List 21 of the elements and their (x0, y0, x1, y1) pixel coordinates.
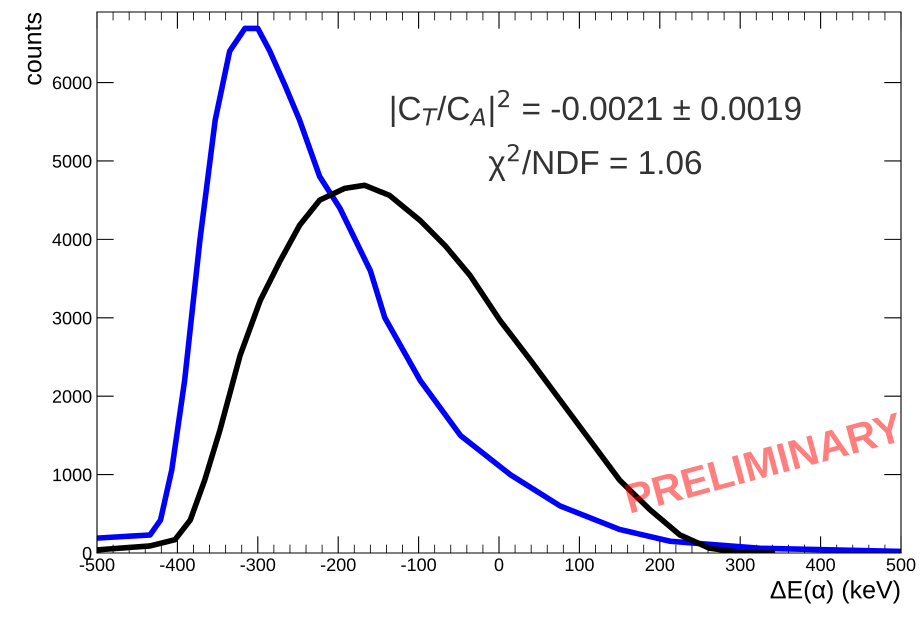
x-axis-title: ΔE(α) (keV) (770, 580, 900, 604)
y-axis-title: counts (25, 12, 42, 85)
x-tick-label: -400 (160, 558, 195, 572)
y-tick-label: 5000 (52, 154, 92, 168)
y-tick-label: 2000 (52, 390, 92, 403)
x-tick-label: -500 (80, 558, 114, 572)
x-tick-label: 400 (806, 558, 835, 572)
x-tick-label: 300 (726, 558, 755, 572)
x-tick-label: 200 (646, 558, 674, 572)
y-tick-label: 3000 (52, 312, 92, 325)
y-tick-label: 1000 (53, 468, 92, 482)
annotation: |C$_{T}$/C$_{A}$|$^{2}$ = -0.0021 ± 0.0019 (392, 90, 801, 128)
x-tick-label: 0 (494, 558, 504, 572)
x-tick-label: -300 (240, 558, 276, 572)
y-tick-label: 6000 (52, 76, 92, 90)
y-tick-label: 4000 (52, 233, 92, 246)
x-tick-label: 100 (566, 558, 594, 572)
x-tick-label: -200 (320, 558, 356, 572)
x-tick-label: -100 (401, 558, 436, 572)
x-tick-label: 500 (886, 558, 916, 572)
annotation: χ$^{2}$/NDF = 1.06 (488, 144, 702, 181)
